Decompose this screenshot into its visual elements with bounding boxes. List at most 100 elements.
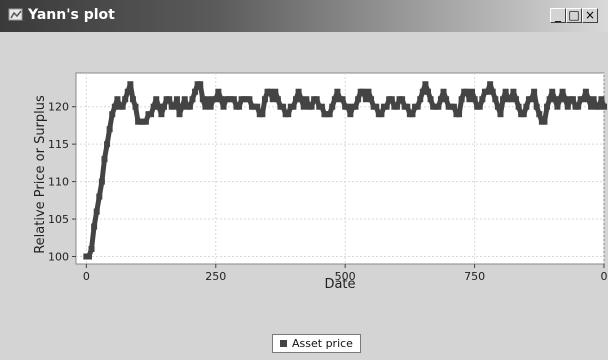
- data-point: [443, 96, 450, 103]
- data-point: [212, 96, 219, 103]
- data-point: [176, 111, 183, 118]
- data-point: [365, 88, 372, 95]
- data-point: [417, 96, 424, 103]
- data-point: [150, 103, 157, 110]
- data-point: [88, 246, 95, 253]
- data-point: [104, 141, 111, 148]
- data-point: [536, 111, 543, 118]
- data-point: [293, 96, 299, 103]
- data-point: [111, 103, 118, 110]
- data-point: [124, 88, 131, 95]
- data-point: [362, 96, 369, 103]
- data-point: [331, 96, 338, 103]
- data-point: [215, 88, 222, 95]
- legend-label: Asset price: [292, 337, 353, 350]
- data-point: [510, 88, 517, 95]
- data-point: [523, 103, 530, 110]
- y-axis-label: Relative Price or Surplus: [33, 95, 48, 254]
- data-point: [93, 208, 100, 215]
- data-point: [399, 96, 406, 103]
- data-point: [598, 96, 605, 103]
- data-point: [254, 103, 261, 110]
- data-point: [531, 88, 538, 95]
- data-point: [300, 103, 307, 110]
- data-point: [541, 118, 548, 125]
- data-point: [280, 103, 287, 110]
- minimize-button[interactable]: _: [550, 8, 566, 23]
- data-point: [435, 103, 442, 110]
- data-point: [290, 103, 297, 110]
- data-point: [326, 111, 333, 118]
- data-point: [463, 88, 470, 95]
- data-point: [528, 96, 535, 103]
- data-point: [515, 103, 522, 110]
- y-tick-label: 100: [48, 251, 69, 264]
- data-point: [192, 88, 199, 95]
- data-point: [450, 103, 457, 110]
- data-point: [285, 111, 292, 118]
- legend: Asset price: [272, 334, 361, 353]
- data-point: [158, 111, 165, 118]
- data-point: [272, 88, 279, 95]
- data-point: [166, 96, 173, 103]
- data-point: [329, 103, 336, 110]
- data-point: [471, 96, 478, 103]
- data-point: [383, 103, 390, 110]
- data-point: [308, 103, 315, 110]
- data-point: [352, 103, 359, 110]
- data-point: [129, 96, 136, 103]
- data-point: [230, 96, 237, 103]
- data-point: [554, 103, 561, 110]
- data-point: [114, 96, 121, 103]
- maximize-button[interactable]: □: [566, 8, 582, 23]
- data-point: [533, 103, 540, 110]
- legend-swatch-icon: [280, 340, 287, 347]
- data-point: [469, 88, 475, 95]
- app-icon: [8, 8, 23, 21]
- data-point: [334, 88, 341, 95]
- data-point: [101, 156, 108, 163]
- data-point: [549, 88, 556, 95]
- data-point: [148, 111, 155, 118]
- data-point: [132, 103, 139, 110]
- data-point: [106, 126, 113, 133]
- data-point: [347, 111, 354, 118]
- data-point: [489, 88, 496, 95]
- x-tick-label: 500: [335, 270, 356, 283]
- close-button[interactable]: ×: [582, 8, 598, 23]
- data-point: [153, 96, 160, 103]
- data-point: [318, 103, 325, 110]
- data-point: [259, 111, 266, 118]
- data-point: [487, 81, 494, 88]
- data-point: [559, 88, 566, 95]
- data-point: [414, 103, 421, 110]
- data-point: [546, 96, 553, 103]
- data-point: [142, 118, 149, 125]
- data-point: [557, 96, 563, 103]
- data-point: [109, 111, 116, 118]
- data-point: [393, 103, 400, 110]
- data-point: [246, 96, 253, 103]
- data-point: [500, 96, 507, 103]
- data-point: [601, 103, 607, 110]
- data-point: [494, 103, 501, 110]
- data-point: [492, 96, 499, 103]
- data-point: [590, 96, 597, 103]
- y-tick-label: 120: [48, 101, 69, 114]
- data-point: [595, 103, 602, 110]
- data-point: [85, 253, 92, 260]
- title-bar[interactable]: Yann's plot _ □ ×: [0, 0, 608, 32]
- data-point: [173, 96, 180, 103]
- x-tick-label: 0: [601, 270, 608, 283]
- x-tick-label: 250: [205, 270, 226, 283]
- y-tick-label: 110: [48, 176, 69, 189]
- data-point: [479, 96, 486, 103]
- x-tick-label: 0: [83, 270, 90, 283]
- data-point: [355, 96, 362, 103]
- data-point: [339, 96, 346, 103]
- data-point: [513, 96, 519, 103]
- data-point: [127, 81, 134, 88]
- data-point: [122, 96, 129, 103]
